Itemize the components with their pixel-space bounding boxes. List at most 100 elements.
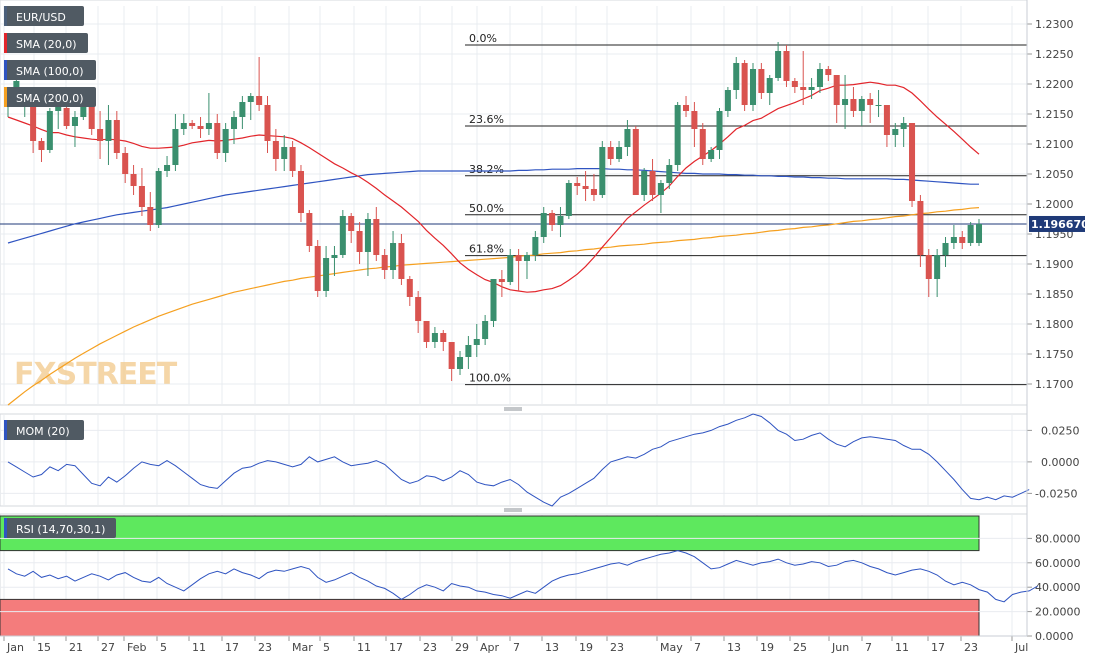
candle [850,87,857,117]
candle [281,135,288,171]
candle [833,75,840,123]
candle-body [415,297,422,321]
candle [858,96,865,126]
candle-body [975,223,983,243]
rsi-y-tick-label: 20.0000 [1035,606,1081,619]
candle-body [373,219,380,255]
candle [934,249,941,297]
x-tick-label: 15 [37,641,51,654]
candle [197,117,204,138]
candle-body [164,165,171,171]
y-tick-label: 1.1850 [1035,288,1074,301]
fibonacci-label: 50.0% [469,202,504,215]
legend-mom[interactable]: MOM (20) [4,420,84,440]
candle-body [30,105,37,141]
candle-body [46,111,53,150]
candle-body [473,339,480,345]
candle [632,126,639,195]
candle-body [708,150,715,159]
momentum-rsi-splitter[interactable] [504,508,522,512]
candle [230,111,238,144]
x-tick-label: 23 [423,641,437,654]
candle [457,351,464,375]
candle [297,165,304,222]
price-momentum-splitter[interactable] [504,407,522,411]
x-tick-label: 25 [793,641,807,654]
candle [967,222,974,246]
candle-body [147,207,154,225]
candle [590,174,597,201]
candle-body [657,183,664,195]
sma200-line [7,207,980,406]
legend-eurusd[interactable]: EUR/USD [4,6,84,26]
fibonacci-label: 38.2% [469,163,504,176]
x-tick-label: Feb [127,641,146,654]
x-tick-label: Mar [292,641,313,654]
candle-body [281,147,288,159]
candle [113,111,120,159]
candle-body [590,189,597,195]
candle [532,231,539,261]
candle [155,168,162,228]
candle-body [582,186,589,189]
candle [749,63,757,111]
candle-body [599,147,606,195]
candle-body [883,105,890,135]
candle-body [122,153,129,174]
candle-body [699,129,706,159]
candle-body [348,216,355,231]
x-tick-label: Apr [480,641,500,654]
candle-body [138,186,145,207]
candle-body [63,108,70,126]
candle [917,195,924,267]
candle-body [875,105,882,106]
candle [816,63,823,93]
x-tick-label: 23 [964,641,978,654]
legend-sma200[interactable]: SMA (200,0) [4,87,96,107]
candle [683,96,690,117]
candle-body [867,99,874,105]
candle-body [532,237,539,255]
candle [373,207,380,261]
legend-sma100[interactable]: SMA (100,0) [4,60,96,80]
rsi-line [7,550,1038,603]
y-tick-label: 1.1750 [1035,348,1074,361]
legend-rsi[interactable]: RSI (14,70,30,1) [4,518,116,538]
candle-body [816,69,823,87]
candle [105,105,112,165]
candle-body [230,117,238,129]
candle-body [942,243,949,255]
candle-body [431,333,438,342]
x-tick-label: 5 [323,641,330,654]
candle [38,138,45,162]
legend-label-accent [4,33,7,53]
candle [214,114,221,159]
candle-body [666,165,673,183]
candle-body [766,78,773,93]
legend-sma20[interactable]: SMA (20,0) [4,33,88,53]
candle [356,222,363,264]
candle [46,108,53,153]
y-tick-label: 1.2100 [1035,138,1074,151]
legend-label-accent [4,6,7,26]
candle [959,231,966,249]
candle [423,321,430,348]
candle [867,93,874,123]
candle [348,213,355,243]
candle-body [683,105,690,111]
candle-body [264,105,271,141]
candle [448,342,455,381]
candle-body [892,129,899,135]
candle-body [808,87,815,90]
candle-body [390,243,397,270]
candle [909,123,916,207]
rsi-overbought-zone [0,515,980,552]
rsi-y-tick-label: 0.0000 [1035,630,1074,643]
x-tick-label: 17 [931,641,945,654]
candle-body [406,279,413,297]
candle-body [214,123,221,153]
candle-body [775,51,782,78]
candle [925,249,932,297]
candle [339,210,346,258]
candle [883,105,890,147]
